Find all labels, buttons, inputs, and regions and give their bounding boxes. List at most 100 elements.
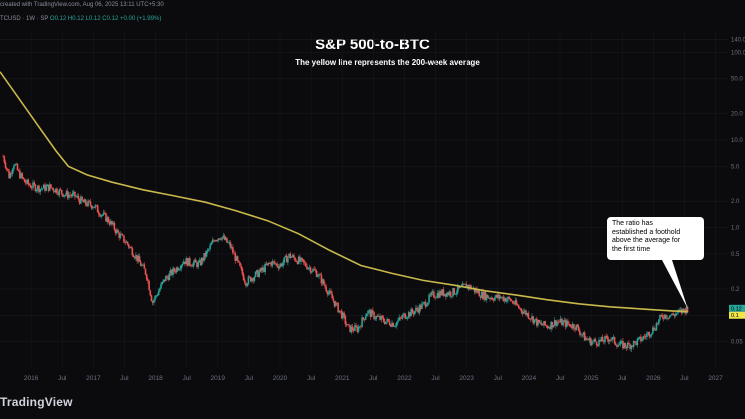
candle-body bbox=[93, 207, 95, 209]
candle-body bbox=[187, 257, 190, 266]
candle-body bbox=[582, 332, 585, 335]
candle-body bbox=[101, 214, 104, 216]
candle-body bbox=[263, 267, 265, 272]
candle-body bbox=[634, 341, 636, 342]
candle-body bbox=[196, 262, 198, 268]
candle-body bbox=[683, 308, 685, 310]
candle-body bbox=[620, 340, 623, 342]
candle-body bbox=[102, 212, 105, 215]
candle-body bbox=[521, 311, 524, 314]
candle-body bbox=[565, 320, 568, 327]
candle-body bbox=[653, 327, 655, 331]
candle-body bbox=[662, 317, 665, 319]
candle-body bbox=[259, 268, 262, 272]
candle-body bbox=[21, 173, 24, 178]
candle-body bbox=[333, 300, 336, 307]
x-tick-label: Jul bbox=[245, 375, 254, 382]
candle-body bbox=[379, 315, 381, 320]
candle-body bbox=[612, 336, 615, 338]
candle-body bbox=[110, 220, 112, 225]
x-tick-label: Jul bbox=[307, 375, 316, 382]
candle-body bbox=[425, 305, 428, 307]
candle-body bbox=[320, 275, 323, 284]
candle-body bbox=[19, 170, 21, 179]
candle-body bbox=[20, 173, 22, 179]
candle-body bbox=[367, 310, 369, 314]
candle-body bbox=[23, 178, 26, 183]
candle-body bbox=[312, 268, 314, 272]
candle-body bbox=[559, 318, 562, 323]
candle-body bbox=[423, 301, 426, 303]
candle-body bbox=[474, 289, 477, 292]
candle-body bbox=[104, 212, 106, 214]
candle-body bbox=[608, 339, 611, 342]
candle-body bbox=[44, 184, 46, 191]
candle-body bbox=[350, 326, 353, 333]
candle-body bbox=[157, 291, 160, 296]
candle-body bbox=[70, 195, 73, 197]
candle-body bbox=[111, 220, 113, 225]
candle-body bbox=[392, 322, 394, 327]
candle-body bbox=[395, 322, 398, 326]
callout-pointer bbox=[662, 260, 688, 309]
candle-body bbox=[254, 271, 257, 277]
candle-body bbox=[31, 187, 33, 189]
candle-body bbox=[63, 195, 65, 197]
candle-body bbox=[145, 274, 148, 280]
candle-body bbox=[540, 322, 543, 325]
candle-body bbox=[42, 184, 45, 189]
candle-body bbox=[366, 313, 368, 317]
candle-body bbox=[7, 168, 9, 171]
candle-body bbox=[250, 276, 252, 282]
candle-body bbox=[46, 184, 49, 187]
candle-body bbox=[65, 191, 68, 195]
candle-body bbox=[39, 188, 42, 193]
candle-body bbox=[546, 325, 549, 329]
candle-body bbox=[403, 313, 405, 316]
candle-body bbox=[289, 253, 292, 258]
candle-body bbox=[255, 270, 258, 272]
candle-body bbox=[568, 323, 570, 325]
candle-body bbox=[470, 285, 472, 290]
candle-body bbox=[232, 247, 234, 253]
candle-body bbox=[674, 313, 677, 317]
candle-body bbox=[284, 255, 287, 258]
candle-body bbox=[314, 269, 317, 271]
candle-body bbox=[498, 294, 501, 299]
candle-body bbox=[94, 205, 97, 208]
candle-body bbox=[193, 259, 196, 263]
candle-body bbox=[483, 291, 485, 300]
candle-body bbox=[29, 185, 32, 188]
candle-body bbox=[178, 269, 180, 271]
candle-body bbox=[200, 257, 203, 265]
candle-body bbox=[269, 262, 271, 264]
candle-body bbox=[387, 319, 390, 322]
candle-body bbox=[181, 263, 184, 266]
candle-body bbox=[311, 271, 313, 273]
candle-body bbox=[26, 179, 28, 184]
candle-body bbox=[4, 162, 7, 168]
candle-body bbox=[422, 302, 424, 304]
y-tick-label: 100.0 bbox=[731, 50, 745, 56]
candle-body bbox=[661, 315, 664, 318]
candle-body bbox=[215, 240, 217, 242]
candle-body bbox=[235, 256, 238, 261]
candle-body bbox=[184, 261, 186, 265]
candle-body bbox=[369, 310, 372, 317]
candle-body bbox=[531, 316, 533, 320]
candle-body bbox=[406, 317, 409, 319]
candle-body bbox=[123, 235, 125, 243]
candle-body bbox=[242, 274, 245, 281]
candle-body bbox=[494, 297, 496, 301]
candle-body bbox=[95, 205, 98, 207]
candle-body bbox=[120, 234, 123, 235]
candle-body bbox=[605, 336, 607, 337]
candle-body bbox=[362, 317, 365, 319]
candle-body bbox=[512, 300, 514, 304]
candle-body bbox=[290, 256, 293, 258]
candle-body bbox=[227, 242, 229, 244]
candle-body bbox=[121, 234, 124, 236]
candle-body bbox=[530, 318, 532, 320]
